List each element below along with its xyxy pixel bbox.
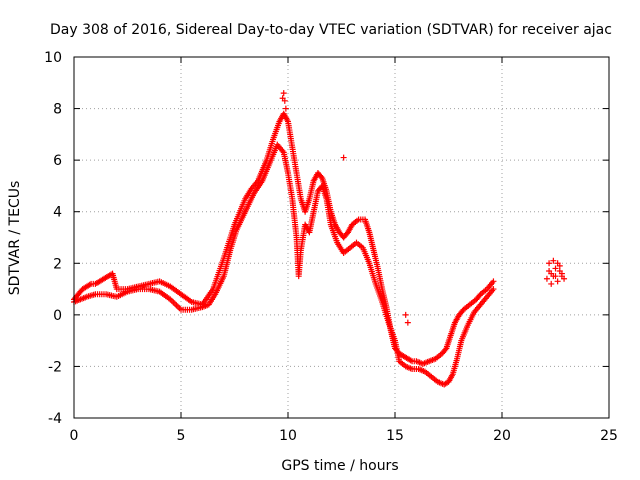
data-point xyxy=(280,90,287,97)
data-point xyxy=(490,286,497,293)
axes-frame xyxy=(73,56,610,419)
data-point xyxy=(404,319,411,326)
data-point xyxy=(550,257,557,264)
data-point xyxy=(318,173,325,180)
data-marks xyxy=(71,90,568,388)
y-tick-label: 4 xyxy=(53,205,62,221)
x-tick-label: 5 xyxy=(177,428,186,444)
data-point xyxy=(546,268,553,275)
data-point xyxy=(402,311,409,318)
x-tick-label: 20 xyxy=(493,428,511,444)
x-tick-label: 0 xyxy=(70,428,79,444)
data-point xyxy=(490,278,497,285)
data-point xyxy=(279,95,286,102)
y-tick-label: 2 xyxy=(53,256,62,272)
data-point xyxy=(552,265,559,272)
y-tick-label: 0 xyxy=(53,308,62,324)
data-point xyxy=(546,260,553,267)
data-point xyxy=(558,270,565,277)
data-point xyxy=(561,275,568,282)
data-point xyxy=(282,105,289,112)
data-point xyxy=(550,273,557,280)
data-point xyxy=(556,262,563,269)
x-tick-label: 10 xyxy=(279,428,297,444)
y-tick-label: 10 xyxy=(44,50,62,66)
data-point xyxy=(548,280,555,287)
data-point xyxy=(554,278,561,285)
x-tick-label: 25 xyxy=(600,428,618,444)
y-axis-label: SDTVAR / TECUs xyxy=(7,181,23,296)
tick-labels: 0 5 10 15 20 25 -4 -2 0 2 4 6 8 10 xyxy=(44,50,618,444)
chart-title: Day 308 of 2016, Sidereal Day-to-day VTE… xyxy=(50,22,612,38)
y-tick-label: 6 xyxy=(53,153,62,169)
series-outliers xyxy=(279,90,568,326)
data-point xyxy=(543,275,550,282)
data-point xyxy=(340,154,347,161)
y-tick-label: -4 xyxy=(48,411,62,427)
series-lower-track xyxy=(71,141,497,388)
y-tick-label: 8 xyxy=(53,102,62,118)
data-point xyxy=(442,346,449,353)
x-tick-label: 15 xyxy=(386,428,404,444)
x-axis-label: GPS time / hours xyxy=(281,458,398,474)
plot-frame xyxy=(73,56,610,419)
y-tick-label: -2 xyxy=(48,359,62,375)
